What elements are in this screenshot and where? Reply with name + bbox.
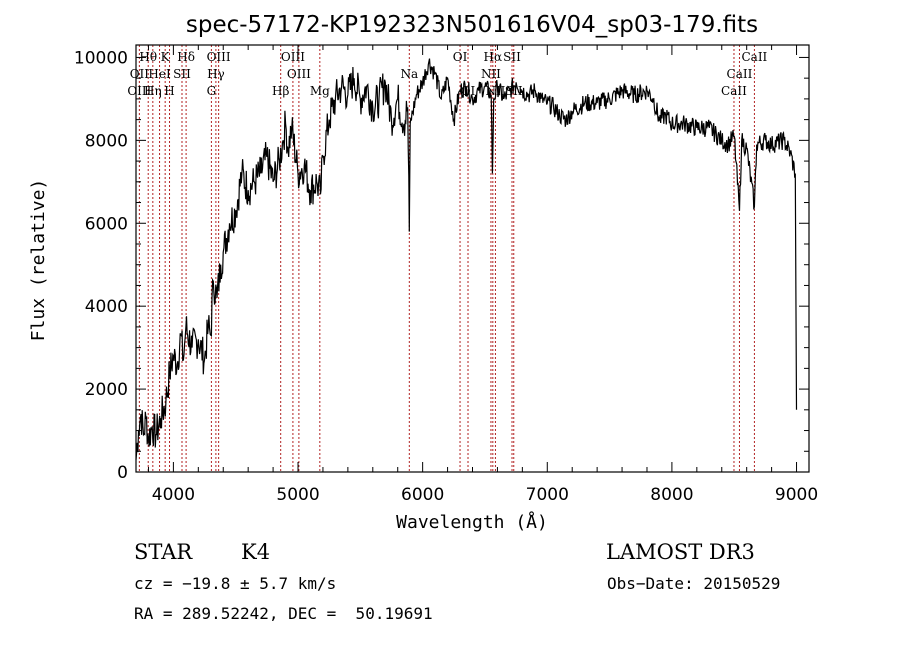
x-axis: 4000 5000 6000 7000 8000 9000 — [147, 45, 818, 505]
line-label: H — [164, 84, 174, 98]
plot-frame — [135, 44, 810, 473]
line-label: CaII — [727, 67, 753, 81]
x-axis-label: Wavelength (Å) — [396, 511, 548, 533]
y-tick-label: 0 — [117, 463, 128, 483]
line-label: G — [207, 84, 217, 98]
y-axis: 0 2000 4000 6000 8000 10000 — [74, 48, 809, 483]
line-markers — [138, 45, 755, 472]
x-tick-label: 8000 — [650, 485, 693, 505]
line-label: K — [161, 50, 171, 64]
line-label: Hη — [144, 84, 162, 98]
spectrum-series — [135, 58, 798, 460]
line-label: SII — [173, 67, 191, 81]
x-tick-label: 7000 — [526, 485, 569, 505]
line-label: OII — [130, 67, 150, 81]
x-tick-label: 4000 — [152, 485, 195, 505]
line-label: Mg — [310, 84, 330, 98]
subclass-label: K4 — [241, 540, 271, 564]
y-tick-label: 6000 — [85, 214, 128, 234]
line-label: Hβ — [272, 84, 289, 98]
line-label: Hγ — [207, 67, 225, 81]
survey-label: LAMOST DR3 — [606, 540, 755, 564]
line-label: Hθ — [139, 50, 157, 64]
y-tick-label: 8000 — [85, 131, 128, 151]
line-label: HeI — [148, 67, 171, 81]
line-labels: Hθ OII OIII K HeI Hη Hδ SII H OIII Hγ G OIII OIII Hβ Mg… — [127, 50, 767, 98]
x-tick-label: 5000 — [276, 485, 319, 505]
line-label: OIII — [281, 50, 305, 64]
line-label: OIII — [127, 84, 151, 98]
line-label: Hα — [484, 50, 503, 64]
class-label: STAR — [134, 540, 193, 564]
cz-value: cz = −19.8 ± 5.7 km/s — [134, 574, 337, 593]
coordinates: RA = 289.52242, DEC = 50.19691 — [134, 604, 433, 623]
y-tick-label: 2000 — [85, 380, 128, 400]
y-tick-label: 10000 — [74, 48, 128, 68]
line-label: OIII — [207, 50, 231, 64]
y-tick-label: 4000 — [85, 297, 128, 317]
line-label: SII — [503, 50, 521, 64]
line-label: NII — [481, 67, 501, 81]
line-label: CaII — [721, 84, 747, 98]
line-label: OI — [453, 50, 468, 64]
x-tick-label: 9000 — [775, 485, 818, 505]
line-label: OIII — [287, 67, 311, 81]
y-axis-label: Flux (relative) — [28, 179, 49, 342]
line-label: Na — [400, 67, 418, 81]
x-tick-label: 6000 — [401, 485, 444, 505]
line-label: CaII — [741, 50, 767, 64]
chart-title: spec-57172-KP192323N501616V04_sp03-179.f… — [186, 12, 758, 38]
line-label: Hδ — [177, 50, 195, 64]
obs-date: Obs−Date: 20150529 — [607, 574, 781, 593]
